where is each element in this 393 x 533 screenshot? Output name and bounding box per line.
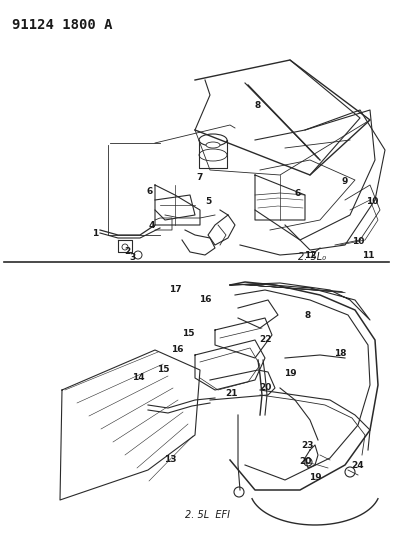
Text: 16: 16 <box>199 295 211 304</box>
Text: 7: 7 <box>197 174 203 182</box>
Circle shape <box>134 251 142 259</box>
Text: 4: 4 <box>149 221 155 230</box>
Text: 9: 9 <box>342 177 348 187</box>
Text: 19: 19 <box>284 368 296 377</box>
Text: 6: 6 <box>295 189 301 198</box>
Text: 2: 2 <box>124 246 130 255</box>
Text: 23: 23 <box>302 440 314 449</box>
Text: 24: 24 <box>352 461 364 470</box>
Text: 14: 14 <box>132 374 144 383</box>
Text: 20: 20 <box>299 457 311 466</box>
Text: 8: 8 <box>305 311 311 319</box>
Text: 8: 8 <box>255 101 261 109</box>
Text: 1: 1 <box>92 229 98 238</box>
Text: 10: 10 <box>366 198 378 206</box>
Text: 19: 19 <box>309 473 321 482</box>
Text: 17: 17 <box>169 286 181 295</box>
Text: 91124 1800 A: 91124 1800 A <box>12 18 112 32</box>
Text: 16: 16 <box>171 345 183 354</box>
Circle shape <box>304 458 312 466</box>
Text: 12: 12 <box>304 251 316 260</box>
Text: 11: 11 <box>362 251 374 260</box>
Text: 10: 10 <box>352 238 364 246</box>
Circle shape <box>345 467 355 477</box>
Text: 21: 21 <box>226 389 238 398</box>
Text: 3: 3 <box>130 254 136 262</box>
Text: 5: 5 <box>205 198 211 206</box>
Text: 2. 5L₀: 2. 5L₀ <box>298 252 326 262</box>
Text: 20: 20 <box>259 384 271 392</box>
Text: 18: 18 <box>334 349 346 358</box>
Text: 2. 5L  EFI: 2. 5L EFI <box>185 510 230 520</box>
Text: 15: 15 <box>157 366 169 375</box>
Ellipse shape <box>206 142 220 148</box>
Text: 15: 15 <box>182 328 194 337</box>
Text: 22: 22 <box>260 335 272 344</box>
Text: 6: 6 <box>147 188 153 197</box>
Circle shape <box>234 487 244 497</box>
Text: 13: 13 <box>164 456 176 464</box>
